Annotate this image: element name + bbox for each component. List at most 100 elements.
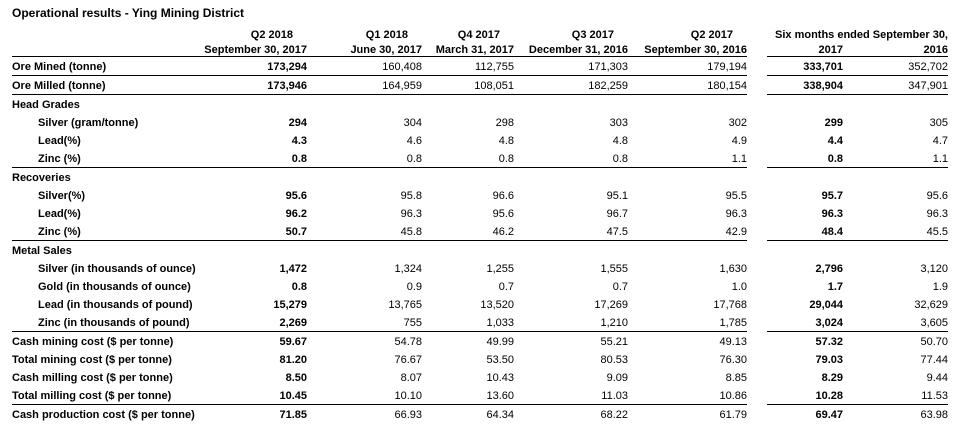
row-label: Zinc (%): [12, 149, 250, 168]
cell-value-six-months: 96.3: [926, 208, 948, 220]
cell-value: 160,408: [307, 56, 422, 76]
cell-value-six-months: 1.9: [932, 281, 948, 293]
table-row: Silver (in thousands of ounce) 1,472 1,324…: [12, 259, 948, 277]
cell-value: 302: [728, 117, 747, 129]
cell-value: 0.8: [250, 149, 307, 168]
cell-value: 1,785: [628, 313, 747, 332]
cell-value: 9.09: [606, 372, 628, 384]
cell-value: [422, 241, 514, 260]
section-row: Metal Sales: [12, 241, 948, 260]
cell-value: 4.9: [731, 135, 747, 147]
gap-cell: [747, 313, 767, 332]
cell-value-six-months: [767, 168, 843, 187]
cell-value: 96.2: [285, 208, 307, 220]
table-row: Lead(%) 4.3 4.6 4.8 4.8 4.9 4.4 4.7: [12, 131, 948, 149]
cell-value: 95.6: [492, 208, 514, 220]
cell-value-six-months: 1.1: [843, 149, 948, 168]
cell-value: 8.07: [400, 372, 422, 384]
cell-value: 10.86: [628, 386, 747, 405]
cell-value: 0.8: [514, 149, 628, 168]
cell-value: 1,472: [279, 263, 307, 275]
cell-value: 4.8: [498, 135, 514, 147]
cell-value: 173,294: [250, 56, 307, 76]
cell-value: 171,303: [514, 56, 628, 76]
cell-value: 96.6: [492, 190, 514, 202]
table-row: Total milling cost ($ per tonne) 10.45 10.…: [12, 386, 948, 405]
gap-cell: [747, 386, 767, 405]
cell-value: 1,630: [719, 263, 747, 275]
cell-value: 4.6: [406, 135, 422, 147]
cell-value: 1,210: [514, 313, 628, 332]
cell-value: 1,033: [422, 313, 514, 332]
cell-value-six-months: 48.4: [767, 222, 843, 241]
header-period-row: Q2 2018 Q1 2018 Q4 2017 Q3 2017 Q2 2017 …: [12, 27, 948, 41]
row-label: Cash milling cost ($ per tonne): [12, 372, 173, 384]
row-label: Total mining cost ($ per tonne): [12, 354, 172, 366]
gap-cell: [747, 204, 767, 222]
cell-value: 8.85: [725, 372, 747, 384]
header-gap-cell: [747, 27, 767, 41]
cell-value: 164,959: [307, 75, 422, 95]
gap-cell: [747, 57, 767, 76]
gap-cell: [747, 350, 767, 368]
table-row: Lead (in thousands of pound) 15,279 13,765…: [12, 295, 948, 313]
cell-value-six-months: 96.3: [821, 208, 843, 220]
column-subheader-date-1: September 30, 2017: [12, 41, 307, 57]
column-header-q2-2018: Q2 2018: [250, 29, 293, 41]
table-row: Cash mining cost ($ per tonne) 59.67 54.78…: [12, 332, 948, 351]
cell-value: 1.1: [628, 149, 747, 168]
cell-value-six-months: 10.28: [767, 386, 843, 405]
gap-cell: [747, 149, 767, 168]
cell-value-six-months: 9.44: [926, 372, 948, 384]
row-label: Silver (gram/tonne): [38, 117, 139, 129]
cell-value: 112,755: [422, 56, 514, 76]
cell-value: [422, 168, 514, 187]
cell-value: 11.03: [514, 386, 628, 405]
table-row: Zinc (%) 0.8 0.8 0.8 0.8 1.1 0.8 1.1: [12, 149, 948, 168]
cell-value-six-months: [767, 241, 843, 260]
cell-value-six-months: 333,701: [767, 56, 843, 76]
table-body: Ore Mined (tonne) 173,294 160,408 112,755 17…: [12, 56, 948, 437]
cell-value: 96.7: [606, 208, 628, 220]
cell-value: 76.30: [719, 354, 747, 366]
cell-value-six-months: 299: [824, 117, 843, 129]
row-label: Silver (in thousands of ounce): [38, 263, 196, 275]
cell-value: [307, 95, 422, 114]
cell-value-six-months: [843, 241, 948, 260]
cell-value: 298: [495, 117, 514, 129]
cell-value: 13.60: [422, 386, 514, 405]
cell-value: 0.7: [498, 281, 514, 293]
cell-value: [250, 95, 307, 114]
cell-value: 179,194: [628, 56, 747, 76]
cell-value: 0.8: [422, 149, 514, 168]
cell-value: 95.1: [606, 190, 628, 202]
cell-value-six-months: 1.7: [827, 281, 843, 293]
cell-value: 13,520: [480, 299, 514, 311]
cell-value: 1,324: [394, 263, 422, 275]
cell-value: 180,154: [628, 75, 747, 95]
cell-value-six-months: 95.7: [821, 190, 843, 202]
column-subheader-date-5: September 30, 2016: [628, 41, 747, 57]
cell-value-six-months: 338,904: [767, 75, 843, 95]
gap-cell: [747, 222, 767, 241]
cell-value: [307, 241, 422, 260]
cell-value: 45.8: [307, 222, 422, 241]
cell-value: 59.67: [279, 336, 307, 348]
cell-value-six-months: 2,796: [815, 263, 843, 275]
gap-cell: [747, 241, 767, 260]
cell-value-six-months: 63.98: [920, 409, 948, 421]
cell-value-six-months: 3,024: [767, 313, 843, 332]
cell-value: 71.85: [279, 409, 307, 421]
cell-value: 66.93: [394, 409, 422, 421]
gap-cell: [747, 259, 767, 277]
cell-value: 96.3: [400, 208, 422, 220]
gap-cell: [747, 168, 767, 187]
cell-value: 10.10: [307, 386, 422, 405]
cell-value-six-months: 4.4: [827, 135, 843, 147]
row-label: Lead(%): [38, 208, 81, 220]
cell-value-six-months: 8.29: [821, 372, 843, 384]
cell-value: 17,768: [713, 299, 747, 311]
cell-value: 1,555: [600, 263, 628, 275]
table-row: Cash production cost ($ per tonne) 71.85 6…: [12, 405, 948, 424]
cell-value: 4.8: [612, 135, 628, 147]
